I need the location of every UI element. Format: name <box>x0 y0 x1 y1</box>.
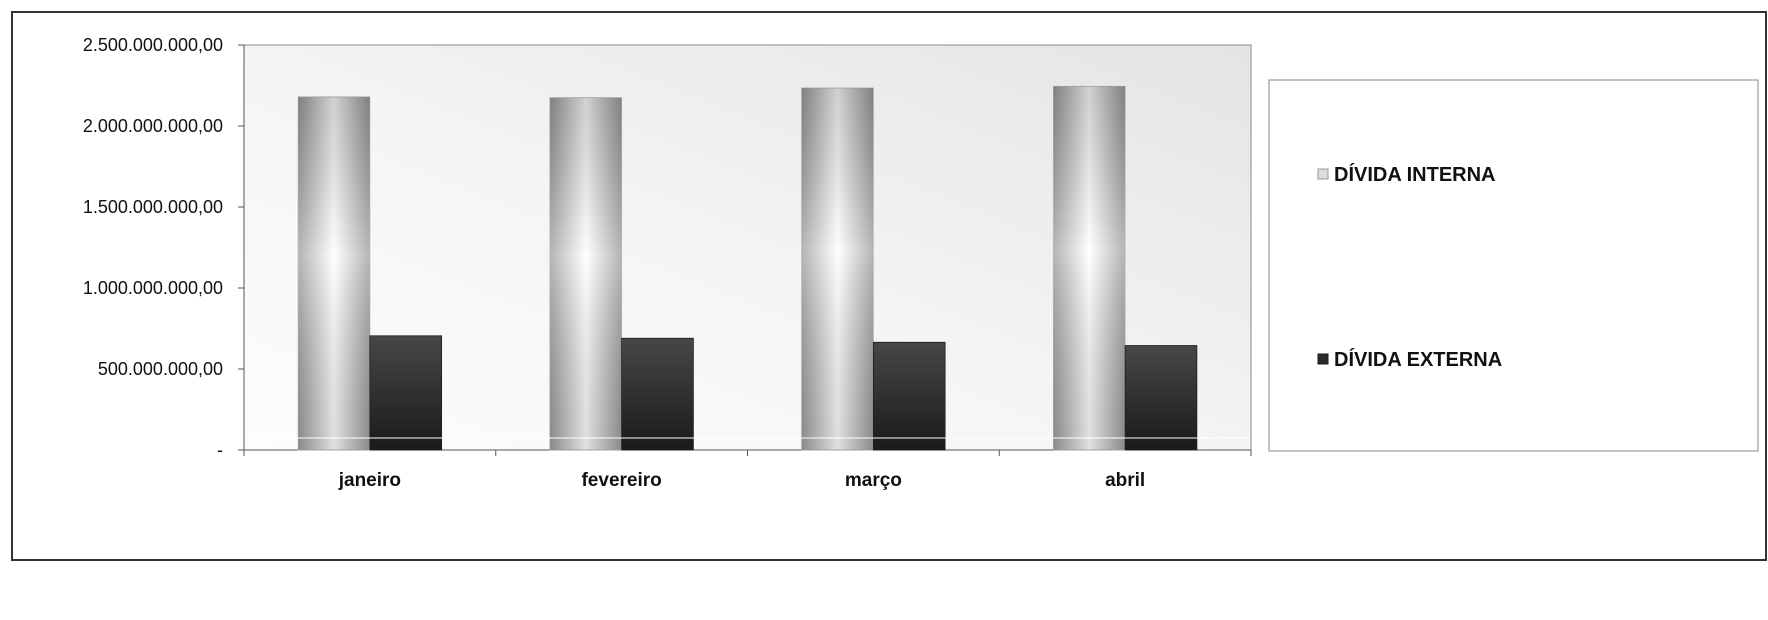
bar-divida-externa <box>1124 345 1198 451</box>
legend <box>1268 79 1759 452</box>
bar-divida-interna-shading <box>298 96 370 450</box>
legend-swatch-divida-externa <box>1317 353 1329 365</box>
bar-divida-externa <box>369 335 443 451</box>
legend-label: DÍVIDA INTERNA <box>1334 163 1495 186</box>
bar-divida-externa <box>621 337 694 451</box>
bar-divida-interna-shading <box>1053 86 1126 450</box>
x-tick-label: janeiro <box>338 470 401 491</box>
y-tick-label: 2.000.000.000,00 <box>83 116 223 136</box>
y-tick-label: - <box>217 440 223 460</box>
bar-divida-interna-shading <box>801 87 874 451</box>
legend-label: DÍVIDA EXTERNA <box>1334 348 1502 371</box>
bar-divida-interna-shading <box>549 97 622 451</box>
legend-swatch-divida-interna <box>1317 168 1329 180</box>
bar-divida-externa <box>872 341 946 451</box>
y-tick-label: 500.000.000,00 <box>98 359 223 379</box>
y-tick-label: 1.000.000.000,00 <box>83 278 223 298</box>
x-tick-label: abril <box>1105 470 1145 491</box>
y-tick-label: 2.500.000.000,00 <box>83 35 223 55</box>
x-tick-label: fevereiro <box>581 470 661 491</box>
x-tick-label: março <box>845 470 902 491</box>
y-tick-label: 1.500.000.000,00 <box>83 197 223 217</box>
